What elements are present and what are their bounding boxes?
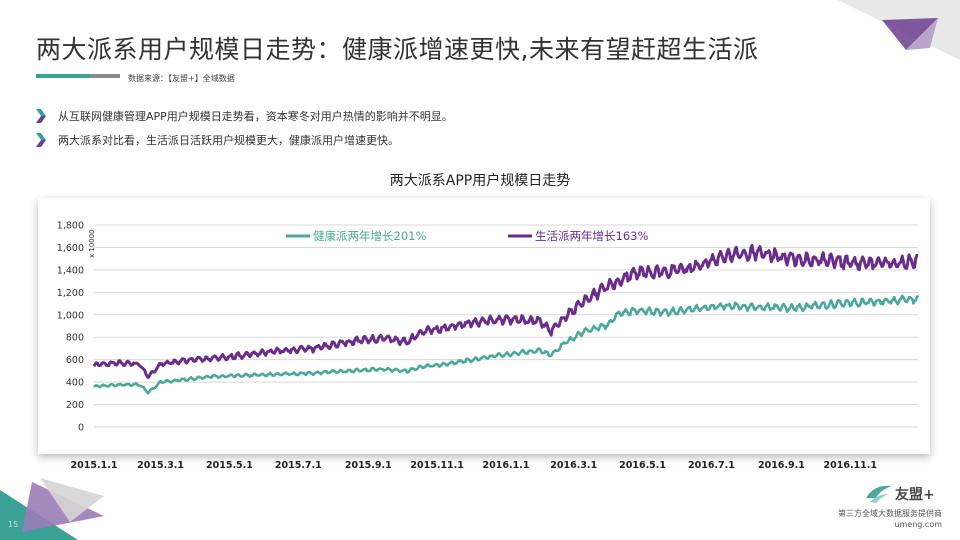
x-tick-label: 2015.11.1 <box>410 460 464 471</box>
bullet-list: 从互联网健康管理APP用户规模日走势看，资本寒冬对用户热情的影响并不明显。 两大… <box>36 104 453 152</box>
bullet-item: 从互联网健康管理APP用户规模日走势看，资本寒冬对用户热情的影响并不明显。 <box>36 104 453 128</box>
x-tick-label: 2016.3.1 <box>550 460 597 471</box>
chart-panel <box>38 198 930 454</box>
x-tick-label: 2016.1.1 <box>483 460 530 471</box>
umeng-logo-icon <box>866 485 892 503</box>
y-tick-label: 1,000 <box>57 310 84 321</box>
y-tick-label: 600 <box>66 355 84 366</box>
x-tick-label: 2015.5.1 <box>206 460 253 471</box>
y-tick-label: 800 <box>66 333 84 344</box>
x-tick-label: 2016.11.1 <box>824 460 878 471</box>
series-line <box>92 244 919 380</box>
chevron-right-icon <box>36 109 46 123</box>
title-bar-gray <box>90 74 120 78</box>
x-tick-label: 2015.7.1 <box>275 460 322 471</box>
brand-logo: 友盟+ <box>895 487 935 503</box>
chevron-right-icon <box>36 133 46 147</box>
y-tick-label: 0 <box>78 423 84 434</box>
y-tick-label: 1,400 <box>57 265 84 276</box>
x-tick-label: 2015.3.1 <box>137 460 184 471</box>
y-tick-label: 1,800 <box>57 221 84 232</box>
x-tick-label: 2016.9.1 <box>758 460 805 471</box>
brand-tagline: 第三方全域大数据服务提供商 umeng.com <box>838 508 942 530</box>
x-tick-label: 2016.7.1 <box>688 460 735 471</box>
bullet-item: 两大派系对比看，生活派日活跃用户规模更大，健康派用户增速更快。 <box>36 128 453 152</box>
x-tick-label: 2015.9.1 <box>345 460 392 471</box>
legend-label: 生活派两年增长163% <box>535 229 648 243</box>
chart-title: 两大派系APP用户规模日走势 <box>389 173 571 189</box>
bullet-text: 从互联网健康管理APP用户规模日走势看，资本寒冬对用户热情的影响并不明显。 <box>58 110 453 123</box>
y-tick-label: 200 <box>66 400 84 411</box>
data-source: 数据来源：【友盟+】全域数据 <box>128 74 235 83</box>
x-tick-label: 2016.5.1 <box>619 460 666 471</box>
series-line <box>93 294 920 395</box>
x-tick-label: 2015.1.1 <box>71 460 118 471</box>
title-bar-teal <box>36 74 90 78</box>
tagline-line2: umeng.com <box>894 520 942 529</box>
y-tick-label: 1,200 <box>57 288 84 299</box>
page-number: 15 <box>8 520 19 529</box>
y-tick-label: 1,600 <box>57 243 84 254</box>
y-tick-label: 400 <box>66 378 84 389</box>
page-title: 两大派系用户规模日走势：健康派增速更快,未来有望赶超生活派 <box>36 35 759 64</box>
tagline-line1: 第三方全域大数据服务提供商 <box>838 509 942 518</box>
y-unit-label: x 10000 <box>88 229 96 258</box>
bullet-text: 两大派系对比看，生活派日活跃用户规模更大，健康派用户增速更快。 <box>58 134 399 147</box>
legend-label: 健康派两年增长201% <box>313 229 426 243</box>
